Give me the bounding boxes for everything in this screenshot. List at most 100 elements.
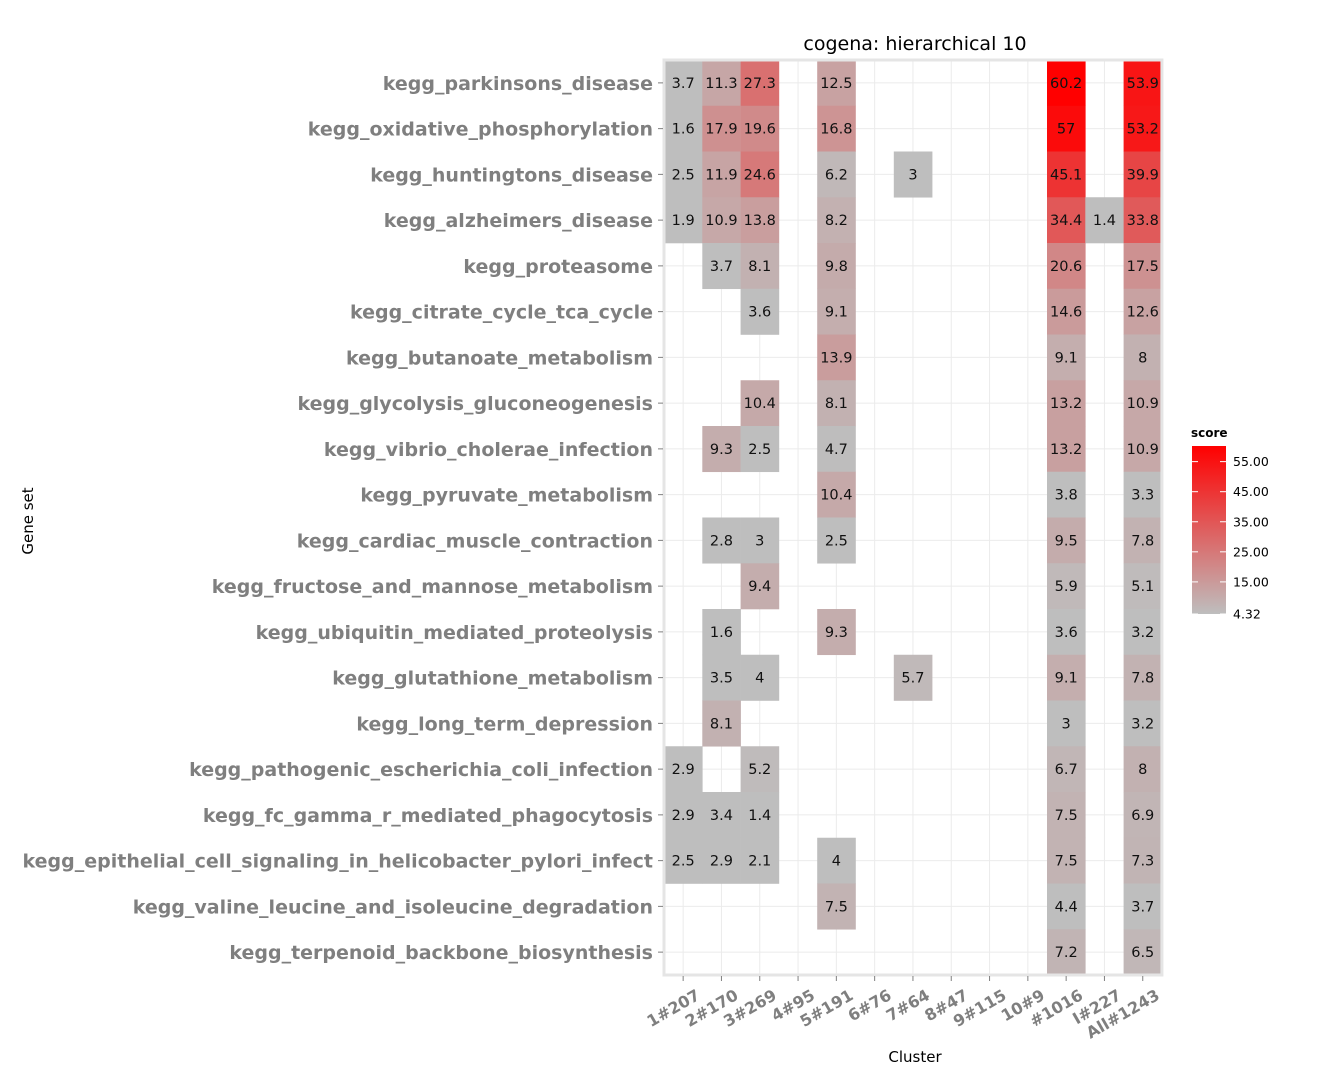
heatmap-cell [664, 105, 703, 152]
legend-tick-label: 45.00 [1233, 484, 1269, 499]
cell-value-label: 8.1 [710, 716, 733, 732]
legend-tick-label: 35.00 [1233, 514, 1269, 529]
cell-value-label: 8.2 [825, 213, 848, 229]
y-tick-label: kegg_alzheimers_disease [384, 210, 653, 232]
y-tick-label: kegg_butanoate_metabolism [346, 347, 653, 369]
cell-value-label: 1.6 [710, 625, 733, 641]
heatmap-cell [740, 60, 780, 107]
heatmap-cell [664, 197, 703, 244]
heatmap-cell [664, 151, 703, 198]
heatmap-cell [1123, 426, 1163, 473]
legend-color-bar [1192, 446, 1226, 614]
y-tick-label: kegg_oxidative_phosphorylation [308, 119, 653, 141]
heatmap-cell [740, 197, 780, 244]
heatmap-cell [1047, 151, 1086, 198]
heatmap-cell [740, 837, 780, 884]
cell-value-label: 1.4 [1093, 213, 1116, 229]
heatmap-cell [1047, 380, 1086, 427]
heatmap-cell [1123, 609, 1163, 656]
heatmap-cell [1123, 746, 1163, 793]
heatmap-cell [893, 654, 933, 701]
y-axis-title: Gene set [19, 487, 37, 554]
cell-value-labels: 3.7 11.3 27.3 12.5 60.2 53.9 1.6 17.9 19.6 16.8 57… [672, 76, 1159, 961]
heatmap-cell [893, 151, 933, 198]
heatmap-cell [817, 883, 856, 930]
cell-value-label: 3.7 [710, 259, 733, 275]
cell-value-label: 13.2 [1050, 396, 1082, 412]
cell-value-label: 8 [1138, 350, 1147, 366]
y-tick-label: kegg_huntingtons_disease [370, 164, 653, 186]
heatmap-cell [1123, 60, 1163, 107]
y-tick-label: kegg_fc_gamma_r_mediated_phagocytosis [203, 805, 653, 827]
cell-value-label: 2.8 [710, 533, 733, 549]
cell-value-label: 2.9 [672, 808, 695, 824]
x-axis-tick-labels: 1#2072#1703#2694#955#1916#767#648#479#11… [643, 976, 1163, 1043]
cell-value-label: 2.9 [672, 762, 695, 778]
heatmap-cell [817, 288, 856, 335]
heatmap-cell [702, 700, 741, 747]
heatmap-cell [1085, 197, 1124, 244]
cell-value-label: 12.6 [1127, 305, 1159, 321]
cell-value-label: 14.6 [1050, 305, 1082, 321]
heatmap-cell [702, 105, 741, 152]
cell-value-label: 5.2 [748, 762, 771, 778]
heatmap-cell [1123, 517, 1163, 564]
heatmap-cell [1047, 563, 1086, 610]
heatmap-cell [1047, 288, 1086, 335]
heatmap-cell [740, 243, 780, 290]
cell-value-label: 3.2 [1131, 625, 1154, 641]
cell-value-label: 7.8 [1131, 671, 1154, 687]
heatmap-cell [1123, 380, 1163, 427]
cell-value-label: 6.9 [1131, 808, 1154, 824]
cell-value-label: 5.1 [1131, 579, 1154, 595]
cell-value-label: 60.2 [1050, 76, 1082, 92]
cell-value-label: 7.5 [1055, 808, 1078, 824]
cell-value-label: 39.9 [1127, 167, 1159, 183]
cell-value-label: 10.9 [705, 213, 737, 229]
cell-value-label: 17.5 [1127, 259, 1159, 275]
y-tick-label: kegg_vibrio_cholerae_infection [324, 439, 653, 461]
cell-value-label: 13.8 [744, 213, 776, 229]
heatmap-cell [1047, 700, 1086, 747]
cell-value-label: 1.4 [748, 808, 771, 824]
cell-value-label: 2.5 [825, 533, 848, 549]
heatmap-cell [1123, 243, 1163, 290]
heatmap-cell [817, 197, 856, 244]
cell-value-label: 3.2 [1131, 716, 1154, 732]
heatmap-cell [740, 426, 780, 473]
y-tick-label: kegg_glutathione_metabolism [332, 668, 653, 690]
heatmap-cell [1047, 609, 1086, 656]
heatmap-cell [1123, 105, 1163, 152]
cell-value-label: 8.1 [748, 259, 771, 275]
heatmap-cell [740, 517, 780, 564]
heatmap-cell [740, 288, 780, 335]
heatmap-cell [702, 243, 741, 290]
cell-value-label: 10.9 [1127, 442, 1159, 458]
heatmap-cell [1123, 471, 1163, 518]
heatmap-cell [740, 654, 780, 701]
cell-value-label: 13.9 [820, 350, 852, 366]
cell-value-label: 3.5 [710, 671, 733, 687]
cell-value-label: 12.5 [820, 76, 852, 92]
cell-value-label: 10.9 [1127, 396, 1159, 412]
cell-value-label: 3 [908, 167, 917, 183]
cell-value-label: 17.9 [705, 122, 737, 138]
cell-value-label: 9.3 [710, 442, 733, 458]
heatmap-cell [1123, 151, 1163, 198]
heatmap-cell [1123, 929, 1163, 976]
legend: score 55.00 45.00 35.00 25.00 15.00 4.32 [1191, 426, 1269, 622]
heatmap-cell [817, 243, 856, 290]
cell-value-label: 3.4 [710, 808, 733, 824]
heatmap-cell [740, 792, 780, 839]
cell-value-label: 4 [755, 671, 764, 687]
heatmap-cell [702, 426, 741, 473]
x-axis-title: Cluster [888, 1048, 942, 1066]
panel-border [662, 58, 1164, 977]
heatmap-cell [664, 837, 703, 884]
cell-value-label: 34.4 [1050, 213, 1082, 229]
cell-value-label: 1.9 [672, 213, 695, 229]
cell-value-label: 3.7 [672, 76, 695, 92]
heatmap-cell [1047, 60, 1086, 107]
